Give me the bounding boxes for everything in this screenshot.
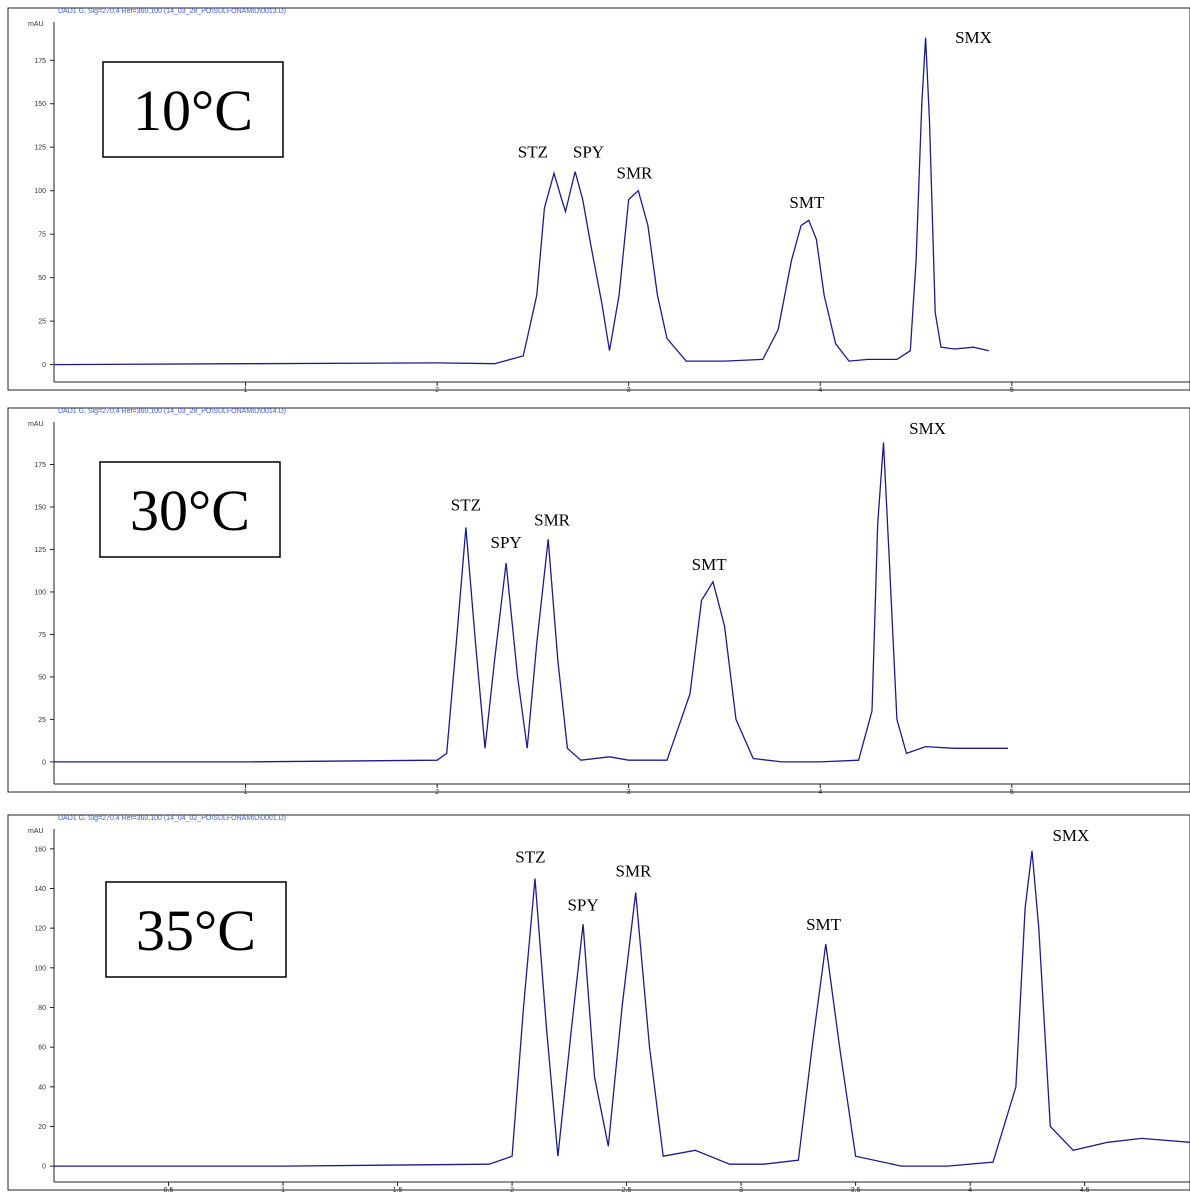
y-tick-label: 100 bbox=[34, 589, 46, 596]
x-tick-label: 3 bbox=[739, 1187, 743, 1193]
peak-label: SMR bbox=[616, 164, 653, 183]
y-tick-label: 50 bbox=[38, 275, 46, 282]
temperature-label: 10°C bbox=[133, 78, 253, 143]
y-tick-label: 140 bbox=[34, 886, 46, 893]
chromatogram-trace bbox=[54, 850, 1190, 1167]
y-tick-label: 175 bbox=[34, 462, 46, 469]
peak-label: SPY bbox=[491, 533, 522, 552]
panel-frame bbox=[7, 7, 1190, 391]
y-tick-label: 120 bbox=[34, 926, 46, 933]
y-tick-label: 150 bbox=[34, 101, 46, 108]
peak-label: SMX bbox=[955, 28, 992, 47]
y-tick-label: 125 bbox=[34, 547, 46, 554]
x-tick-label: 2 bbox=[510, 1187, 514, 1193]
peak-label: SMT bbox=[789, 193, 825, 212]
y-tick-label: 160 bbox=[34, 846, 46, 853]
x-tick-label: 2 bbox=[435, 789, 439, 796]
y-tick-label: 20 bbox=[38, 1124, 46, 1131]
chromatogram-trace bbox=[54, 442, 1008, 763]
x-tick-label: 5 bbox=[1010, 387, 1014, 394]
x-tick-label: 3.5 bbox=[851, 1187, 861, 1193]
x-tick-label: 1 bbox=[244, 387, 248, 394]
peak-label: SMT bbox=[806, 915, 842, 934]
y-tick-label: 125 bbox=[34, 145, 46, 152]
temperature-box bbox=[102, 61, 284, 158]
panel-header: DAD1 G, Sig=270,4 Ref=360,100 (14_03_28_… bbox=[58, 8, 286, 15]
y-tick-label: 100 bbox=[34, 965, 46, 972]
y-tick-label: 75 bbox=[38, 232, 46, 239]
peak-label: SMX bbox=[909, 419, 946, 438]
x-tick-label: 4 bbox=[818, 387, 822, 394]
temperature-box bbox=[99, 461, 281, 558]
y-unit: mAU bbox=[28, 21, 44, 28]
x-tick-label: 1.5 bbox=[393, 1187, 403, 1193]
y-tick-label: 50 bbox=[38, 674, 46, 681]
panel-header: DAD1 G, Sig=270,4 Ref=360,100 (14_04_02_… bbox=[58, 815, 286, 822]
x-tick-label: 2 bbox=[435, 387, 439, 394]
y-tick-label: 0 bbox=[42, 362, 46, 369]
x-tick-label: 4 bbox=[818, 789, 822, 796]
peak-label: SPY bbox=[573, 143, 604, 162]
panel-frame bbox=[7, 814, 1190, 1191]
peak-label: SMR bbox=[534, 511, 571, 530]
y-tick-label: 75 bbox=[38, 632, 46, 639]
peak-label: STZ bbox=[451, 495, 481, 514]
temperature-label: 30°C bbox=[130, 478, 250, 543]
y-tick-label: 25 bbox=[38, 319, 46, 326]
peak-label: SMR bbox=[615, 862, 652, 881]
x-tick-label: 0.5 bbox=[164, 1187, 174, 1193]
y-unit: mAU bbox=[28, 828, 44, 835]
x-tick-label: 2.5 bbox=[622, 1187, 632, 1193]
y-tick-label: 40 bbox=[38, 1084, 46, 1091]
panel-header: DAD1 G, Sig=270,4 Ref=360,100 (14_03_28_… bbox=[58, 408, 286, 415]
y-tick-label: 0 bbox=[42, 1164, 46, 1171]
y-tick-label: 100 bbox=[34, 188, 46, 195]
panel-frame bbox=[7, 407, 1190, 793]
chromatogram-trace bbox=[53, 37, 990, 366]
peak-label: SPY bbox=[567, 895, 598, 914]
y-tick-label: 80 bbox=[38, 1005, 46, 1012]
y-tick-label: 60 bbox=[38, 1045, 46, 1052]
y-tick-label: 25 bbox=[38, 717, 46, 724]
x-tick-label: 1 bbox=[244, 789, 248, 796]
y-tick-label: 0 bbox=[42, 759, 46, 766]
peak-label: SMX bbox=[1052, 826, 1089, 845]
y-unit: mAU bbox=[28, 421, 44, 428]
x-tick-label: 3 bbox=[627, 387, 631, 394]
temperature-box bbox=[105, 881, 287, 978]
x-tick-label: 3 bbox=[627, 789, 631, 796]
temperature-label: 35°C bbox=[136, 898, 256, 963]
peak-label: STZ bbox=[515, 848, 545, 867]
x-tick-label: 4.5 bbox=[1080, 1187, 1090, 1193]
peak-label: SMT bbox=[692, 555, 728, 574]
y-tick-label: 150 bbox=[34, 504, 46, 511]
x-tick-label: 4 bbox=[968, 1187, 972, 1193]
peak-label: STZ bbox=[518, 143, 548, 162]
x-tick-label: 5 bbox=[1010, 789, 1014, 796]
y-tick-label: 175 bbox=[34, 58, 46, 65]
x-tick-label: 1 bbox=[281, 1187, 285, 1193]
